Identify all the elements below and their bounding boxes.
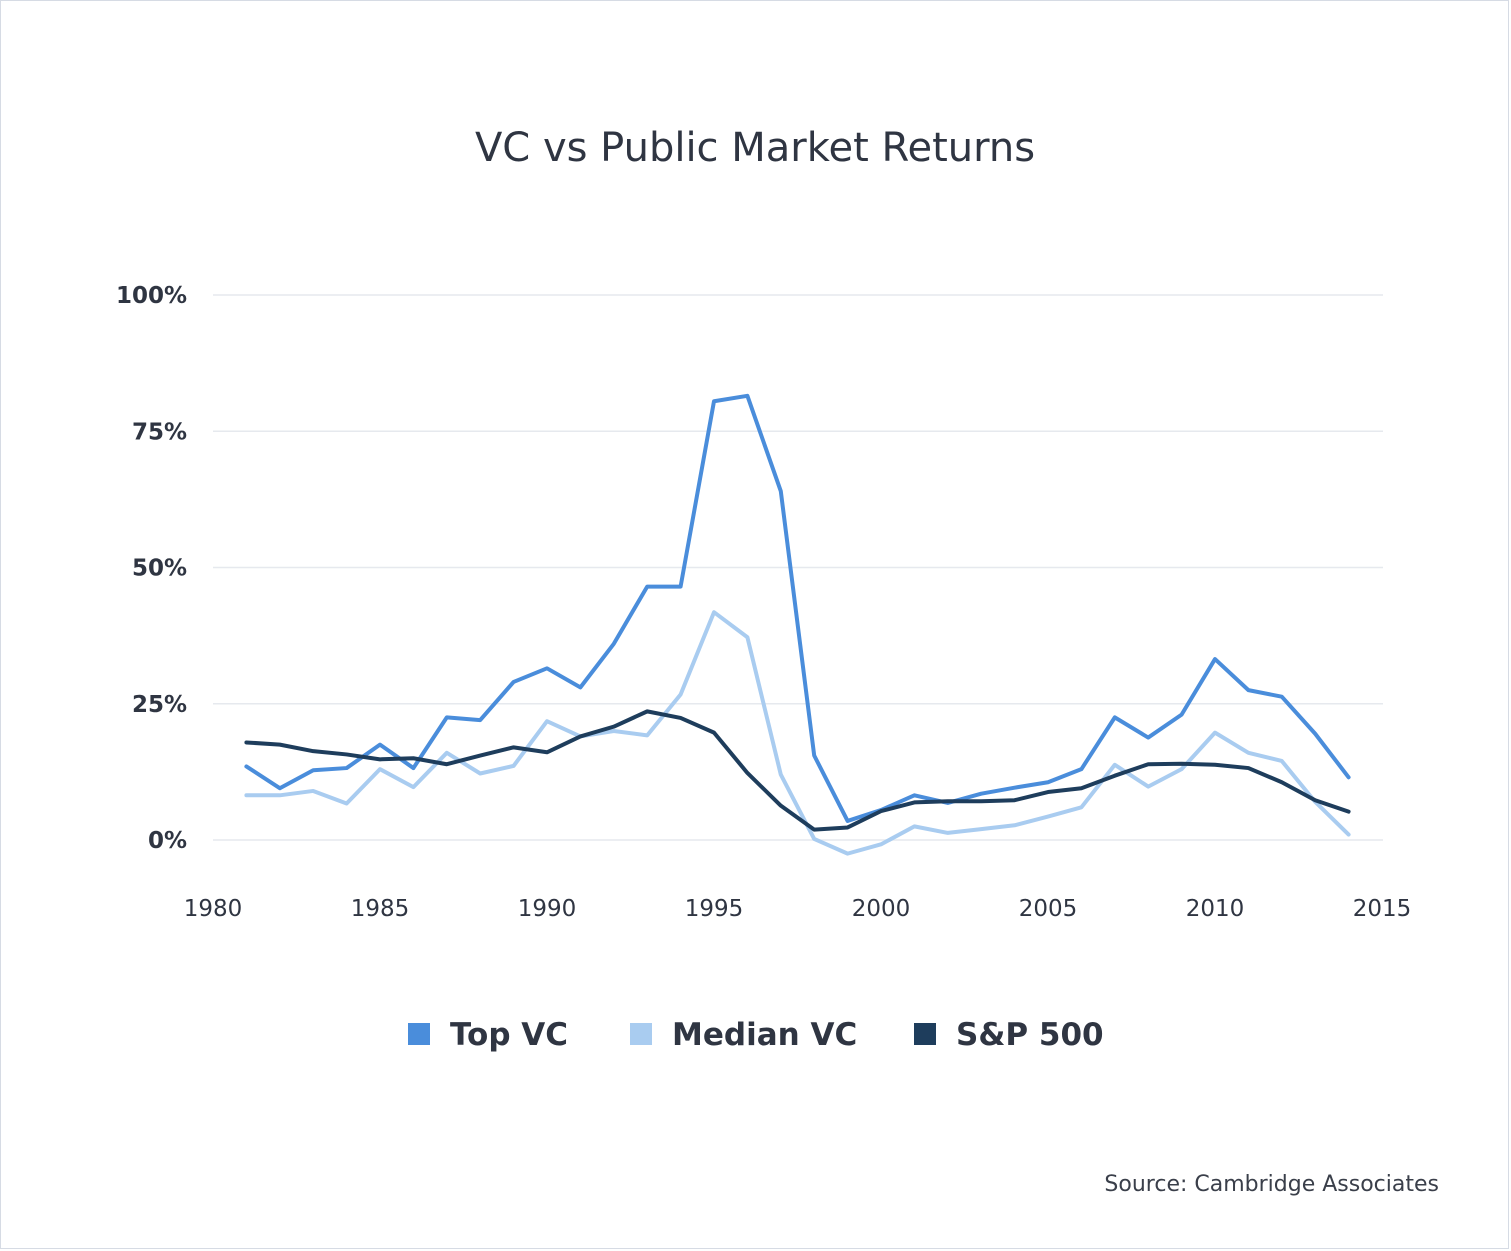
legend-swatch (914, 1023, 936, 1045)
series-line-s-p-500 (244, 709, 1351, 832)
legend-label: S&P 500 (956, 1017, 1104, 1053)
x-tick-label: 2015 (1353, 896, 1412, 922)
x-tick-label: 2000 (852, 896, 911, 922)
x-tick-label: 1985 (351, 896, 410, 922)
x-axis-ticks: 1980 1985 1990 1995 2000 2005 2010 2015 (184, 896, 1412, 922)
x-tick-label: 2005 (1019, 896, 1078, 922)
series-line-median-vc (244, 610, 1351, 856)
series-line-top-vc (244, 393, 1351, 823)
legend: Top VC Median VC S&P 500 (408, 1017, 1104, 1053)
y-axis-ticks: 100% 75% 50% 25% 0% (116, 283, 187, 854)
gridlines (213, 294, 1383, 841)
x-tick-label: 2010 (1186, 896, 1245, 922)
x-tick-label: 1980 (184, 896, 243, 922)
y-tick-label: 25% (132, 692, 187, 718)
legend-swatch (408, 1023, 430, 1045)
y-tick-label: 0% (148, 828, 187, 854)
chart-title: VC vs Public Market Returns (475, 125, 1035, 171)
y-tick-label: 100% (116, 283, 187, 309)
legend-label: Top VC (450, 1017, 568, 1053)
x-tick-label: 1990 (518, 896, 577, 922)
y-tick-label: 75% (132, 419, 187, 445)
source-note: Source: Cambridge Associates (1104, 1172, 1439, 1197)
legend-label: Median VC (672, 1017, 857, 1053)
x-tick-label: 1995 (685, 896, 744, 922)
legend-swatch (630, 1023, 652, 1045)
series-lines (244, 393, 1351, 856)
y-tick-label: 50% (132, 556, 187, 582)
